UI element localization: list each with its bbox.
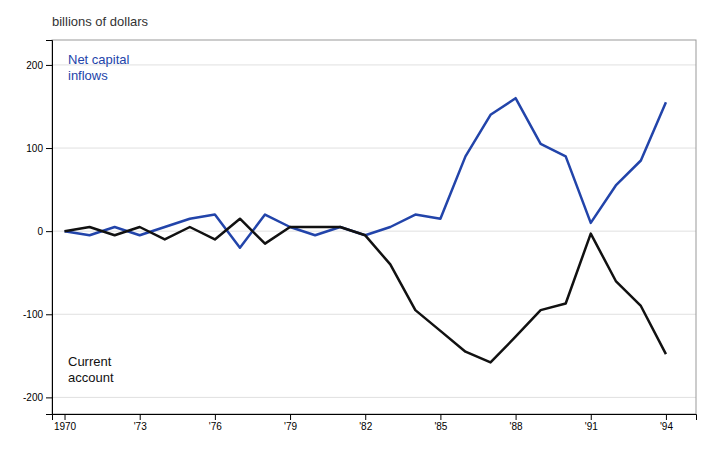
x-tick-label: '88 [510,421,523,432]
x-tick-label: '76 [209,421,222,432]
grid-line [52,314,696,315]
plot: 1970 '73 '76 '79 '82 '85 '88 '91 '94 -200 -100 0 100… [23,40,697,432]
y-tick-mark [46,148,52,149]
y-axis: -200 -100 0 100 200 [23,41,53,415]
grid-line [52,397,696,398]
series-label: Net capitalinflows [68,52,130,83]
lines [65,98,666,362]
y-axis-line [46,41,53,415]
x-tick: '85 [434,414,447,432]
grid-line [52,64,696,65]
x-tick-mark [365,414,366,420]
x-tick-mark [65,414,66,420]
x-tick-label: '82 [359,421,372,432]
x-tick-mark [290,414,291,420]
x-tick-mark [666,414,667,420]
x-tick: '76 [209,414,222,432]
x-tick-label: '91 [585,421,598,432]
x-axis-line [53,415,697,421]
grid [52,65,696,397]
x-tick-mark [591,414,592,420]
x-tick: '88 [510,414,523,432]
y-tick: -100 [23,309,52,320]
y-tick: 100 [26,143,52,154]
plot-frame [52,40,696,414]
series-line [65,219,666,363]
y-tick-mark [46,231,52,232]
x-tick: '79 [284,414,297,432]
y-tick-label: -100 [23,309,43,320]
chart: 1970 '73 '76 '79 '82 '85 '88 '91 '94 -200 -100 0 100… [0,0,720,450]
x-tick-mark [215,414,216,420]
x-tick-label: '73 [134,421,147,432]
x-tick-mark [516,414,517,420]
series-line [65,98,666,248]
x-tick: '73 [134,414,147,432]
series-label: Currentaccount [68,354,114,385]
x-tick-label: 1970 [54,421,77,432]
y-tick-mark [46,314,52,315]
y-tick-label: -200 [23,392,43,403]
x-tick-mark [440,414,441,420]
y-tick-mark [46,65,52,66]
x-tick-mark [140,414,141,420]
y-tick: 200 [26,60,52,71]
y-tick-mark [46,397,52,398]
x-tick-label: '94 [660,421,673,432]
y-tick-label: 200 [26,60,43,71]
y-tick-label: 0 [37,226,43,237]
y-tick: 0 [37,226,52,237]
y-tick-label: 100 [26,143,43,154]
title: billions of dollars [52,14,149,29]
x-tick: '91 [585,414,598,432]
x-tick-label: '85 [434,421,447,432]
x-tick: '82 [359,414,372,432]
grid-line [52,148,696,149]
x-tick-label: '79 [284,421,297,432]
x-tick: 1970 [54,414,77,432]
x-axis: 1970 '73 '76 '79 '82 '85 '88 '91 '94 [53,414,697,432]
x-tick: '94 [660,414,673,432]
y-tick: -200 [23,392,52,403]
